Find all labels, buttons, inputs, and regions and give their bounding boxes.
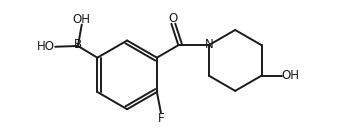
Text: N: N	[204, 38, 213, 51]
Text: OH: OH	[73, 13, 91, 26]
Text: O: O	[169, 12, 178, 25]
Text: HO: HO	[37, 40, 55, 53]
Text: B: B	[74, 38, 82, 51]
Text: F: F	[158, 112, 164, 125]
Text: OH: OH	[282, 69, 299, 82]
